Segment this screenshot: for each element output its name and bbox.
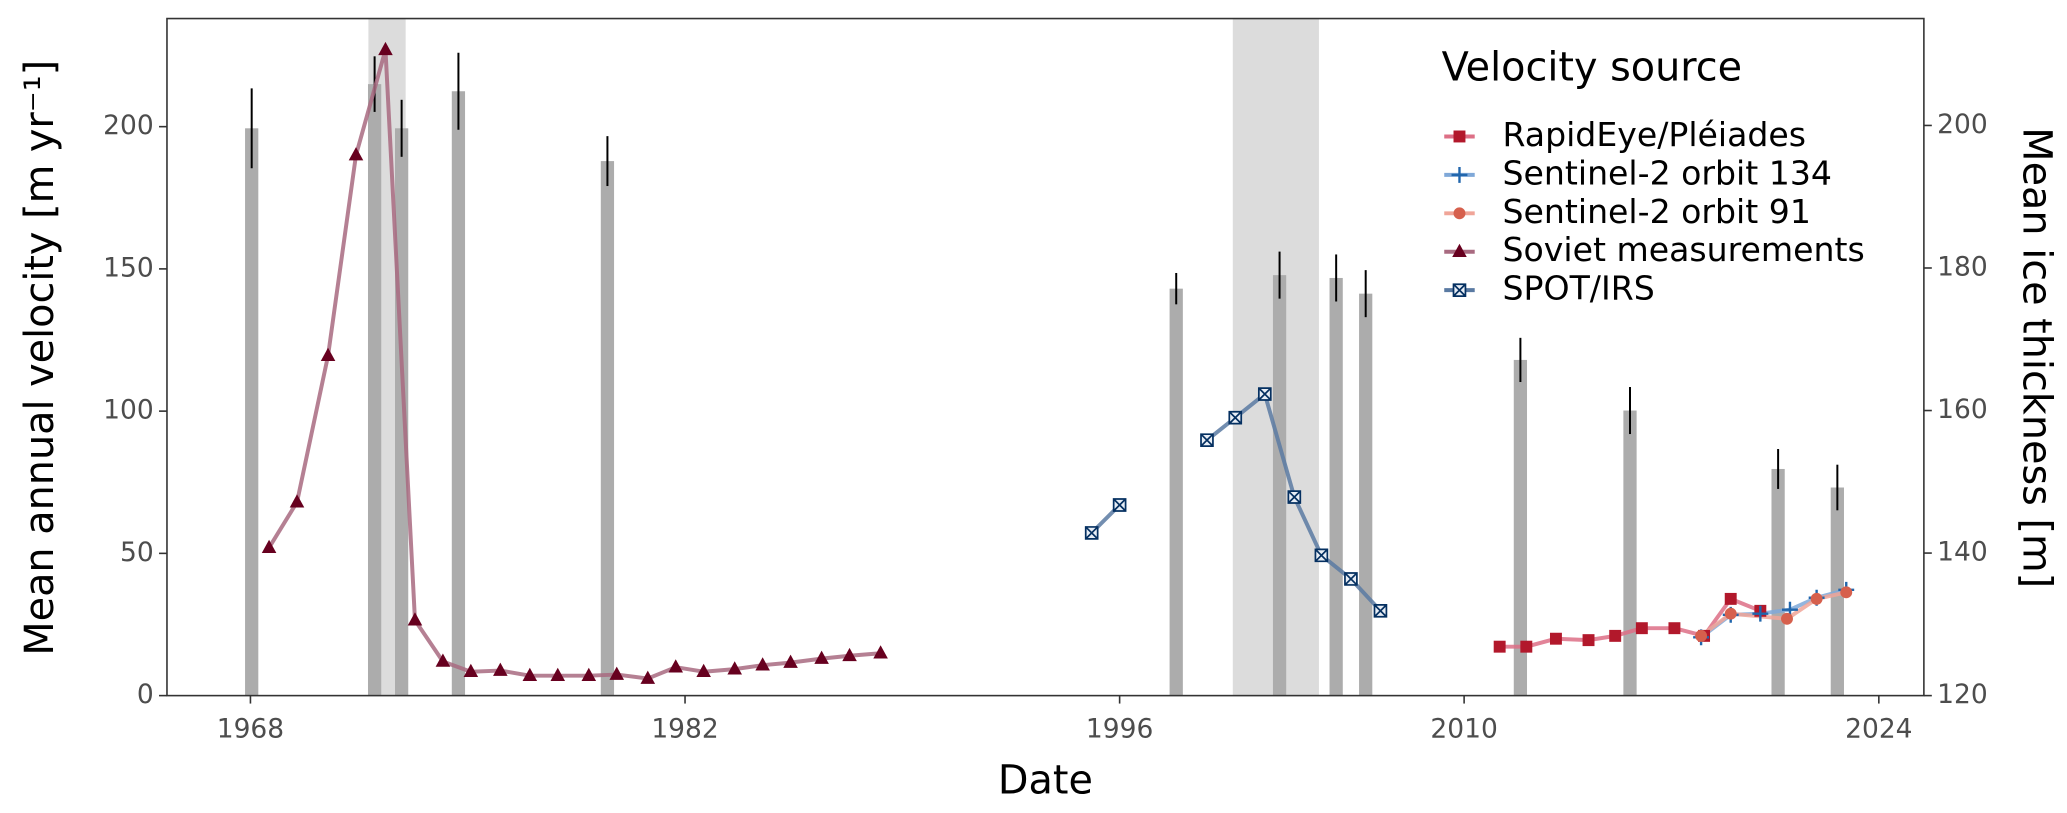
marker: [1112, 498, 1127, 512]
y-tick-label: 100: [103, 395, 154, 426]
plot-frame: [166, 17, 1925, 697]
legend-label: Soviet measurements: [1503, 230, 1865, 269]
marker: [1493, 640, 1506, 653]
legend-label: Sentinel-2 orbit 91: [1503, 192, 1811, 231]
marker: [1452, 243, 1467, 258]
thickness-bar: [1513, 359, 1528, 696]
x-tick-label: 1968: [217, 714, 284, 745]
series-line: [1499, 596, 1762, 649]
marker: [1635, 622, 1648, 635]
marker: [1451, 166, 1468, 183]
marker: [755, 657, 770, 671]
legend-title: Velocity source: [1442, 45, 1742, 91]
x-tick-label: 2024: [1845, 714, 1912, 745]
marker: [581, 667, 597, 681]
marker: [1228, 410, 1243, 425]
marker: [1609, 629, 1622, 642]
y-axis-title: Mean annual velocity [m yr⁻¹]: [17, 60, 63, 656]
thickness-bar: [1329, 277, 1343, 696]
thickness-bar: [1771, 468, 1785, 696]
y-tick-label: 0: [137, 679, 154, 710]
marker: [1582, 634, 1595, 647]
marker: [1810, 592, 1823, 605]
marker: [348, 147, 364, 161]
marker: [640, 670, 656, 684]
thickness-bar: [1169, 288, 1183, 696]
x-tick-label: 1982: [651, 714, 718, 745]
marker: [1724, 592, 1737, 605]
marker: [1344, 572, 1358, 586]
marker: [261, 539, 277, 553]
thickness-bar: [1623, 410, 1637, 696]
marker: [1752, 605, 1769, 622]
marker: [320, 347, 336, 361]
marker: [1257, 387, 1272, 401]
x-tick-label: 2010: [1430, 714, 1497, 745]
marker: [522, 667, 538, 681]
marker: [873, 645, 888, 659]
marker: [1724, 607, 1737, 620]
y2-tick-label: 120: [1937, 679, 1988, 710]
thickness-bar: [1272, 275, 1287, 696]
thickness-bar: [394, 128, 409, 696]
marker: [842, 647, 857, 662]
marker: [609, 666, 625, 680]
marker: [1549, 632, 1562, 645]
marker: [1452, 283, 1467, 297]
marker: [1668, 622, 1681, 635]
marker: [435, 653, 451, 667]
y2-tick-label: 200: [1937, 109, 1988, 140]
marker: [289, 494, 305, 508]
marker: [668, 659, 684, 673]
marker: [407, 612, 423, 626]
thickness-bar: [1359, 293, 1373, 696]
y2-tick-label: 160: [1937, 394, 1988, 425]
marker: [1200, 433, 1214, 447]
marker: [783, 654, 798, 668]
x-axis-title: Date: [998, 758, 1093, 804]
legend-label: RapidEye/Pléiades: [1503, 115, 1807, 154]
marker: [1781, 612, 1793, 625]
series-line: [267, 47, 881, 681]
marker: [378, 41, 393, 56]
marker: [1084, 526, 1099, 540]
y2-tick-label: 140: [1937, 537, 1988, 568]
marker: [727, 661, 742, 675]
marker: [1287, 490, 1302, 504]
thickness-bar: [451, 91, 466, 696]
y-tick-label: 200: [103, 110, 154, 141]
marker: [814, 650, 829, 664]
marker: [696, 663, 711, 678]
marker: [1373, 604, 1388, 618]
thickness-bar: [600, 161, 615, 696]
marker: [463, 663, 479, 678]
legend-label: SPOT/IRS: [1503, 269, 1655, 308]
marker: [1453, 130, 1466, 143]
thickness-bar: [245, 128, 259, 696]
x-tick-label: 1996: [1086, 714, 1153, 745]
marker: [1695, 629, 1708, 642]
marker: [493, 662, 508, 676]
y2-tick-label: 180: [1937, 251, 1988, 282]
marker: [1840, 586, 1853, 599]
marker: [1453, 207, 1466, 220]
legend-label: Sentinel-2 orbit 134: [1503, 153, 1832, 192]
marker: [550, 667, 566, 681]
y-tick-label: 50: [120, 537, 154, 568]
thickness-bar: [367, 84, 382, 696]
marker: [1520, 640, 1533, 653]
marker: [1314, 548, 1329, 563]
y2-axis-title: Mean ice thickness [m]: [2013, 127, 2059, 588]
y-tick-label: 150: [103, 252, 154, 283]
